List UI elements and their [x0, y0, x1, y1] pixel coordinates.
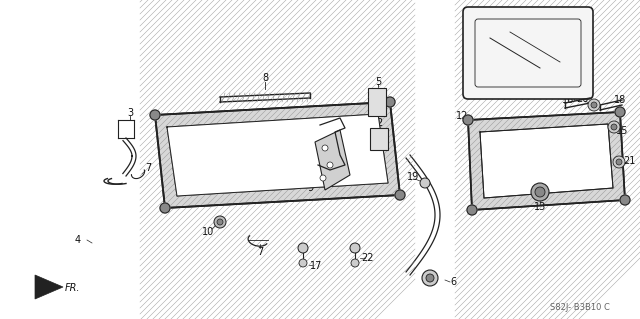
Text: 5: 5: [375, 77, 381, 87]
Text: 13: 13: [534, 202, 546, 212]
Circle shape: [422, 270, 438, 286]
Circle shape: [588, 99, 600, 111]
Circle shape: [620, 195, 630, 205]
Text: 9: 9: [307, 183, 313, 193]
Circle shape: [327, 162, 333, 168]
Text: 22: 22: [362, 253, 374, 263]
Text: 11: 11: [464, 13, 476, 23]
Circle shape: [395, 190, 405, 200]
Text: S82J- B3B10 C: S82J- B3B10 C: [550, 303, 610, 313]
Text: FR.: FR.: [65, 283, 81, 293]
Circle shape: [150, 110, 160, 120]
Circle shape: [420, 178, 430, 188]
Text: 8: 8: [262, 73, 268, 83]
Circle shape: [616, 159, 622, 165]
Circle shape: [214, 216, 226, 228]
PathPatch shape: [155, 102, 400, 208]
Circle shape: [535, 187, 545, 197]
FancyBboxPatch shape: [368, 88, 386, 116]
Text: 2: 2: [376, 118, 382, 128]
Circle shape: [591, 102, 597, 108]
Circle shape: [351, 259, 359, 267]
Circle shape: [322, 145, 328, 151]
Circle shape: [467, 205, 477, 215]
Text: 18: 18: [614, 95, 626, 105]
Text: 3: 3: [127, 108, 133, 118]
Text: 6: 6: [450, 277, 456, 287]
Text: 14: 14: [568, 87, 580, 97]
Polygon shape: [315, 130, 350, 190]
Circle shape: [385, 97, 395, 107]
Text: 16: 16: [562, 95, 574, 105]
Text: 15: 15: [616, 126, 628, 136]
Text: 7: 7: [257, 247, 263, 257]
Text: 10: 10: [202, 227, 214, 237]
FancyBboxPatch shape: [463, 7, 593, 99]
Circle shape: [608, 121, 620, 133]
Circle shape: [299, 259, 307, 267]
Text: 19: 19: [407, 172, 419, 182]
Circle shape: [217, 219, 223, 225]
Circle shape: [160, 203, 170, 213]
FancyBboxPatch shape: [370, 128, 388, 150]
Text: 17: 17: [310, 261, 322, 271]
PathPatch shape: [480, 124, 613, 198]
PathPatch shape: [167, 114, 388, 196]
Text: 4: 4: [75, 235, 81, 245]
Text: 12: 12: [456, 111, 468, 121]
Polygon shape: [35, 275, 63, 299]
Circle shape: [613, 156, 625, 168]
Text: 20: 20: [576, 94, 588, 104]
Circle shape: [463, 115, 473, 125]
Circle shape: [350, 243, 360, 253]
Circle shape: [615, 107, 625, 117]
Circle shape: [320, 175, 326, 181]
Circle shape: [531, 183, 549, 201]
Circle shape: [298, 243, 308, 253]
Circle shape: [426, 274, 434, 282]
PathPatch shape: [480, 124, 613, 198]
Text: 21: 21: [623, 156, 635, 166]
PathPatch shape: [468, 112, 625, 210]
Circle shape: [611, 124, 617, 130]
FancyBboxPatch shape: [475, 19, 581, 87]
PathPatch shape: [167, 114, 388, 196]
Text: 7: 7: [145, 163, 151, 173]
